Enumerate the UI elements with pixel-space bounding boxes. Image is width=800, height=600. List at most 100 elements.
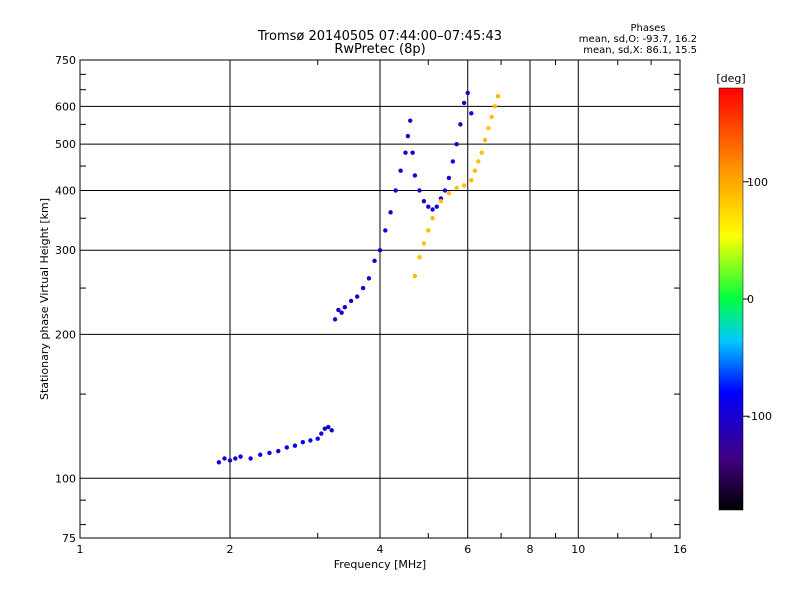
y-tick-label: 750 <box>55 54 76 67</box>
data-point <box>495 93 501 99</box>
data-point <box>308 438 313 443</box>
data-point <box>233 456 238 461</box>
data-point <box>461 100 467 106</box>
data-point <box>227 458 233 463</box>
x-tick-label: 6 <box>464 543 471 556</box>
data-point <box>403 150 408 155</box>
data-point <box>354 294 360 299</box>
data-point <box>393 188 398 193</box>
data-point <box>430 216 435 221</box>
x-tick-label: 4 <box>377 543 384 556</box>
data-point <box>238 454 243 459</box>
data-point <box>284 445 289 450</box>
data-point <box>417 255 422 260</box>
data-point <box>446 175 452 181</box>
data-point <box>315 436 320 441</box>
stats-o: mean, sd,O: -93.7, 16.2 <box>579 34 697 45</box>
x-tick-label: 2 <box>227 543 234 556</box>
data-point <box>454 185 459 191</box>
data-point <box>450 159 456 164</box>
data-point <box>372 258 377 264</box>
chart-title: Tromsø 20140505 07:44:00–07:45:43 <box>257 29 502 44</box>
data-point <box>360 285 366 291</box>
x-tick-label: 8 <box>527 543 534 556</box>
colorbar-label: [deg] <box>716 72 745 85</box>
data-point <box>322 426 328 431</box>
data-point <box>300 439 306 445</box>
data-point <box>267 450 272 456</box>
stats-x: mean, sd,X: 86.1, 15.5 <box>583 45 697 56</box>
data-point <box>421 241 427 246</box>
x-tick-label: 1 <box>77 543 84 556</box>
data-point <box>366 276 372 281</box>
data-point <box>383 228 388 233</box>
x-tick-label: 16 <box>673 543 687 556</box>
data-point <box>339 310 344 315</box>
data-point <box>410 150 415 155</box>
data-point <box>319 431 324 436</box>
y-tick-label: 500 <box>55 138 76 151</box>
data-point <box>417 188 422 193</box>
colorbar-tick-label: -100 <box>747 410 772 423</box>
data-point <box>426 204 431 209</box>
colorbar <box>718 87 744 511</box>
x-tick-label: 10 <box>571 543 585 556</box>
grid-lines <box>80 60 680 538</box>
data-point <box>426 228 431 233</box>
data-point <box>482 137 488 143</box>
colorbar-ticks: -100 0 100 <box>743 176 772 423</box>
data-point <box>412 173 418 178</box>
data-point <box>405 133 411 139</box>
data-point <box>388 210 393 215</box>
y-tick-label: 100 <box>55 472 76 485</box>
data-point <box>292 443 298 448</box>
data-point <box>454 141 459 147</box>
data-point <box>469 111 474 116</box>
x-axis-label: Frequency [MHz] <box>334 558 426 571</box>
data-point <box>461 183 467 188</box>
y-axis-label: Stationary phase Virtual Height [km] <box>38 198 51 400</box>
data-point <box>412 273 418 279</box>
data-point <box>408 118 413 123</box>
data-point <box>438 198 444 204</box>
data-point <box>479 150 484 155</box>
data-point <box>326 424 331 430</box>
data-point <box>446 190 452 196</box>
data-point <box>442 188 448 193</box>
data-point <box>469 178 474 183</box>
chart-subtitle: RwPretec (8p) <box>334 42 425 57</box>
data-point <box>258 452 263 457</box>
colorbar-tick-label: 100 <box>747 176 768 189</box>
colorbar-tick-label: 0 <box>747 293 754 306</box>
data-point <box>465 90 470 96</box>
y-tick-label: 200 <box>55 328 76 341</box>
y-axis-ticks: 75 100 200 300 400 500 600 750 <box>55 54 680 545</box>
data-point <box>430 207 435 212</box>
data-point <box>216 460 222 465</box>
data-point <box>472 168 478 173</box>
data-point <box>342 304 348 310</box>
y-tick-label: 75 <box>62 532 76 545</box>
data-point <box>398 168 403 173</box>
data-point <box>421 198 427 204</box>
y-tick-label: 300 <box>55 244 76 257</box>
data-point <box>377 248 383 253</box>
data-point <box>336 307 341 313</box>
y-tick-label: 600 <box>55 100 76 113</box>
data-point <box>476 159 481 164</box>
data-point <box>434 204 439 209</box>
y-tick-label: 400 <box>55 184 76 197</box>
data-point <box>248 456 253 461</box>
data-point <box>458 122 463 127</box>
data-point <box>276 448 281 454</box>
data-points <box>216 90 501 465</box>
data-point <box>489 114 494 120</box>
stats-title: Phases <box>630 23 665 34</box>
data-point <box>332 317 338 322</box>
data-point <box>348 298 354 304</box>
x-axis-ticks: 1 2 4 6 8 10 16 <box>77 60 687 556</box>
data-point <box>222 456 227 461</box>
data-point <box>486 125 491 131</box>
data-point <box>492 104 498 109</box>
